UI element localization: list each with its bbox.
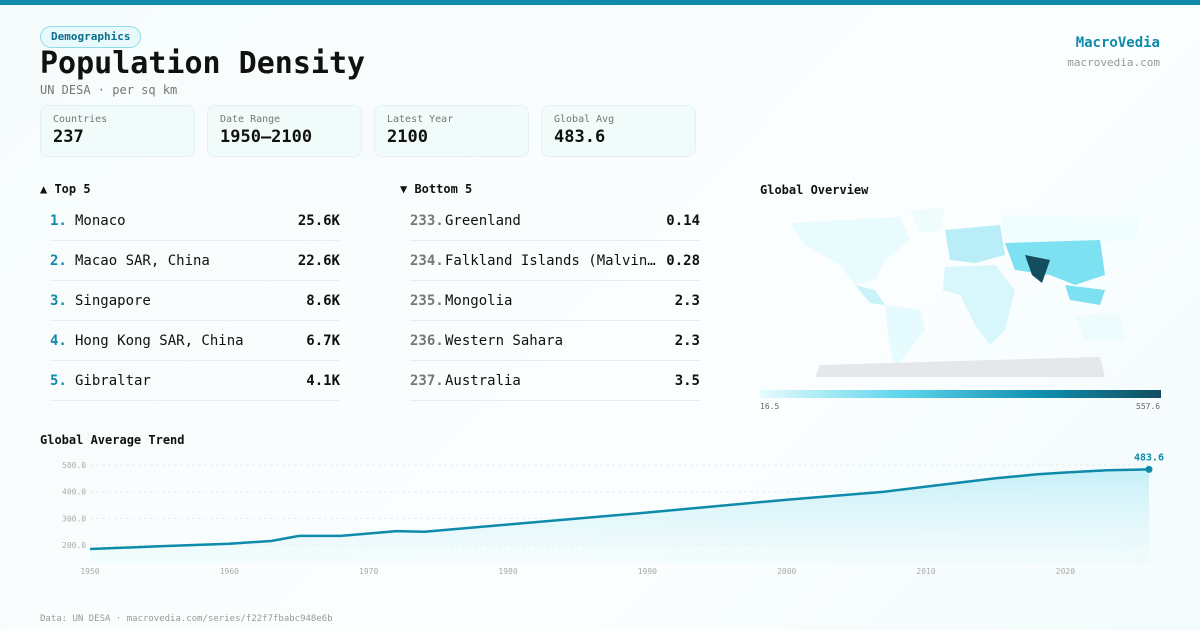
country-name: Falkland Islands (Malvinas) [445, 252, 659, 269]
top-list-item[interactable]: 5. Gibraltar 4.1K [50, 361, 340, 401]
map-australia [1075, 313, 1125, 340]
end-value-label: 483.6 [1134, 452, 1164, 463]
rank: 1. [50, 212, 67, 229]
rank: 237. [410, 372, 444, 389]
area-fill [90, 469, 1149, 563]
top-list-item[interactable]: 4. Hong Kong SAR, China 6.7K [50, 321, 340, 361]
density-value: 2.3 [674, 292, 700, 309]
y-tick-label: 500.0 [62, 461, 86, 470]
x-tick-label: 1990 [638, 567, 657, 576]
country-name: Mongolia [445, 292, 513, 309]
stat-card-latest-year: Latest Year 2100 [374, 105, 529, 157]
brand-name[interactable]: MacroVedia [1075, 35, 1160, 51]
bottom-list-item[interactable]: 237. Australia 3.5 [410, 361, 700, 401]
country-name: Australia [445, 372, 521, 389]
accent-bar [0, 0, 1200, 5]
bottom-list-item[interactable]: 235. Mongolia 2.3 [410, 281, 700, 321]
density-value: 3.5 [674, 372, 700, 389]
density-value: 6.7K [306, 332, 340, 349]
stat-value: 483.6 [554, 127, 606, 147]
legend-max: 557.6 [1136, 402, 1161, 411]
density-value: 8.6K [306, 292, 340, 309]
stat-label: Date Range [220, 114, 281, 125]
map-heading: Global Overview [760, 183, 869, 197]
x-tick-label: 2010 [916, 567, 935, 576]
chart-title: Global Average Trend [40, 433, 185, 447]
bottom-list-item[interactable]: 236. Western Sahara 2.3 [410, 321, 700, 361]
bottom-5-heading: ▼ Bottom 5 [400, 182, 473, 196]
x-tick-label: 2000 [777, 567, 796, 576]
stat-card-global-avg: Global Avg 483.6 [541, 105, 696, 157]
x-tick-label: 1980 [498, 567, 517, 576]
rank: 236. [410, 332, 444, 349]
top-list-item[interactable]: 3. Singapore 8.6K [50, 281, 340, 321]
rank: 5. [50, 372, 67, 389]
x-tick-label: 1950 [80, 567, 99, 576]
stat-card-countries: Countries 237 [40, 105, 195, 157]
density-value: 4.1K [306, 372, 340, 389]
rank: 3. [50, 292, 67, 309]
country-name: Monaco [75, 212, 126, 229]
density-value: 0.14 [666, 212, 700, 229]
y-tick-label: 200.0 [62, 541, 86, 550]
color-scale-legend [760, 390, 1161, 398]
map-india [1025, 255, 1050, 283]
top-list-item[interactable]: 2. Macao SAR, China 22.6K [50, 241, 340, 281]
top-5-heading: ▲ Top 5 [40, 182, 91, 196]
country-name: Macao SAR, China [75, 252, 210, 269]
x-tick-label: 1960 [220, 567, 239, 576]
map-russia [1000, 215, 1140, 245]
density-value: 25.6K [297, 212, 340, 229]
country-name: Greenland [445, 212, 521, 229]
stat-value: 2100 [387, 127, 428, 147]
rank: 2. [50, 252, 67, 269]
density-value: 22.6K [297, 252, 340, 269]
rank: 234. [410, 252, 444, 269]
x-tick-label: 2020 [1056, 567, 1075, 576]
y-tick-label: 400.0 [62, 488, 86, 497]
page-title: Population Density [40, 46, 366, 81]
country-name: Western Sahara [445, 332, 564, 349]
top-list-item[interactable]: 1. Monaco 25.6K [50, 201, 340, 241]
legend-min: 16.5 [760, 402, 780, 411]
rank: 4. [50, 332, 67, 349]
trend-chart: 200.0 300.0 400.0 500.0 1950 1960 1970 1980 1990… [62, 452, 1164, 576]
rank: 233. [410, 212, 444, 229]
country-name: Singapore [75, 292, 151, 309]
map-europe [945, 225, 1005, 263]
map-central-america [855, 285, 885, 305]
country-name: Gibraltar [75, 372, 151, 389]
map-greenland [910, 208, 945, 233]
stat-label: Countries [53, 114, 108, 125]
map-antarctica [815, 357, 1105, 377]
stat-value: 1950–2100 [220, 127, 313, 147]
brand-url[interactable]: macrovedia.com [1067, 56, 1160, 69]
density-value: 2.3 [674, 332, 700, 349]
bottom-list-item[interactable]: 234. Falkland Islands (Malvinas) 0.28 [410, 241, 700, 281]
density-value: 0.28 [666, 252, 700, 269]
x-tick-label: 1970 [359, 567, 378, 576]
subtitle: UN DESA · per sq km [40, 83, 178, 97]
y-tick-label: 300.0 [62, 514, 86, 523]
stat-card-date-range: Date Range 1950–2100 [207, 105, 362, 157]
map-africa [943, 265, 1015, 345]
stat-label: Latest Year [387, 114, 454, 125]
map-asia [1005, 240, 1105, 285]
rank: 235. [410, 292, 444, 309]
map-se-asia [1065, 285, 1105, 305]
category-badge: Demographics [40, 26, 142, 48]
stat-value: 237 [53, 127, 84, 147]
map-north-america [790, 217, 910, 285]
map-south-america [885, 305, 925, 370]
country-name: Hong Kong SAR, China [75, 332, 244, 349]
world-map [790, 208, 1140, 377]
footer-source: Data: UN DESA · macrovedia.com/series/f2… [40, 614, 333, 624]
end-point [1145, 465, 1153, 473]
bottom-list-item[interactable]: 233. Greenland 0.14 [410, 201, 700, 241]
series-line [89, 468, 1150, 551]
stat-label: Global Avg [554, 114, 615, 125]
